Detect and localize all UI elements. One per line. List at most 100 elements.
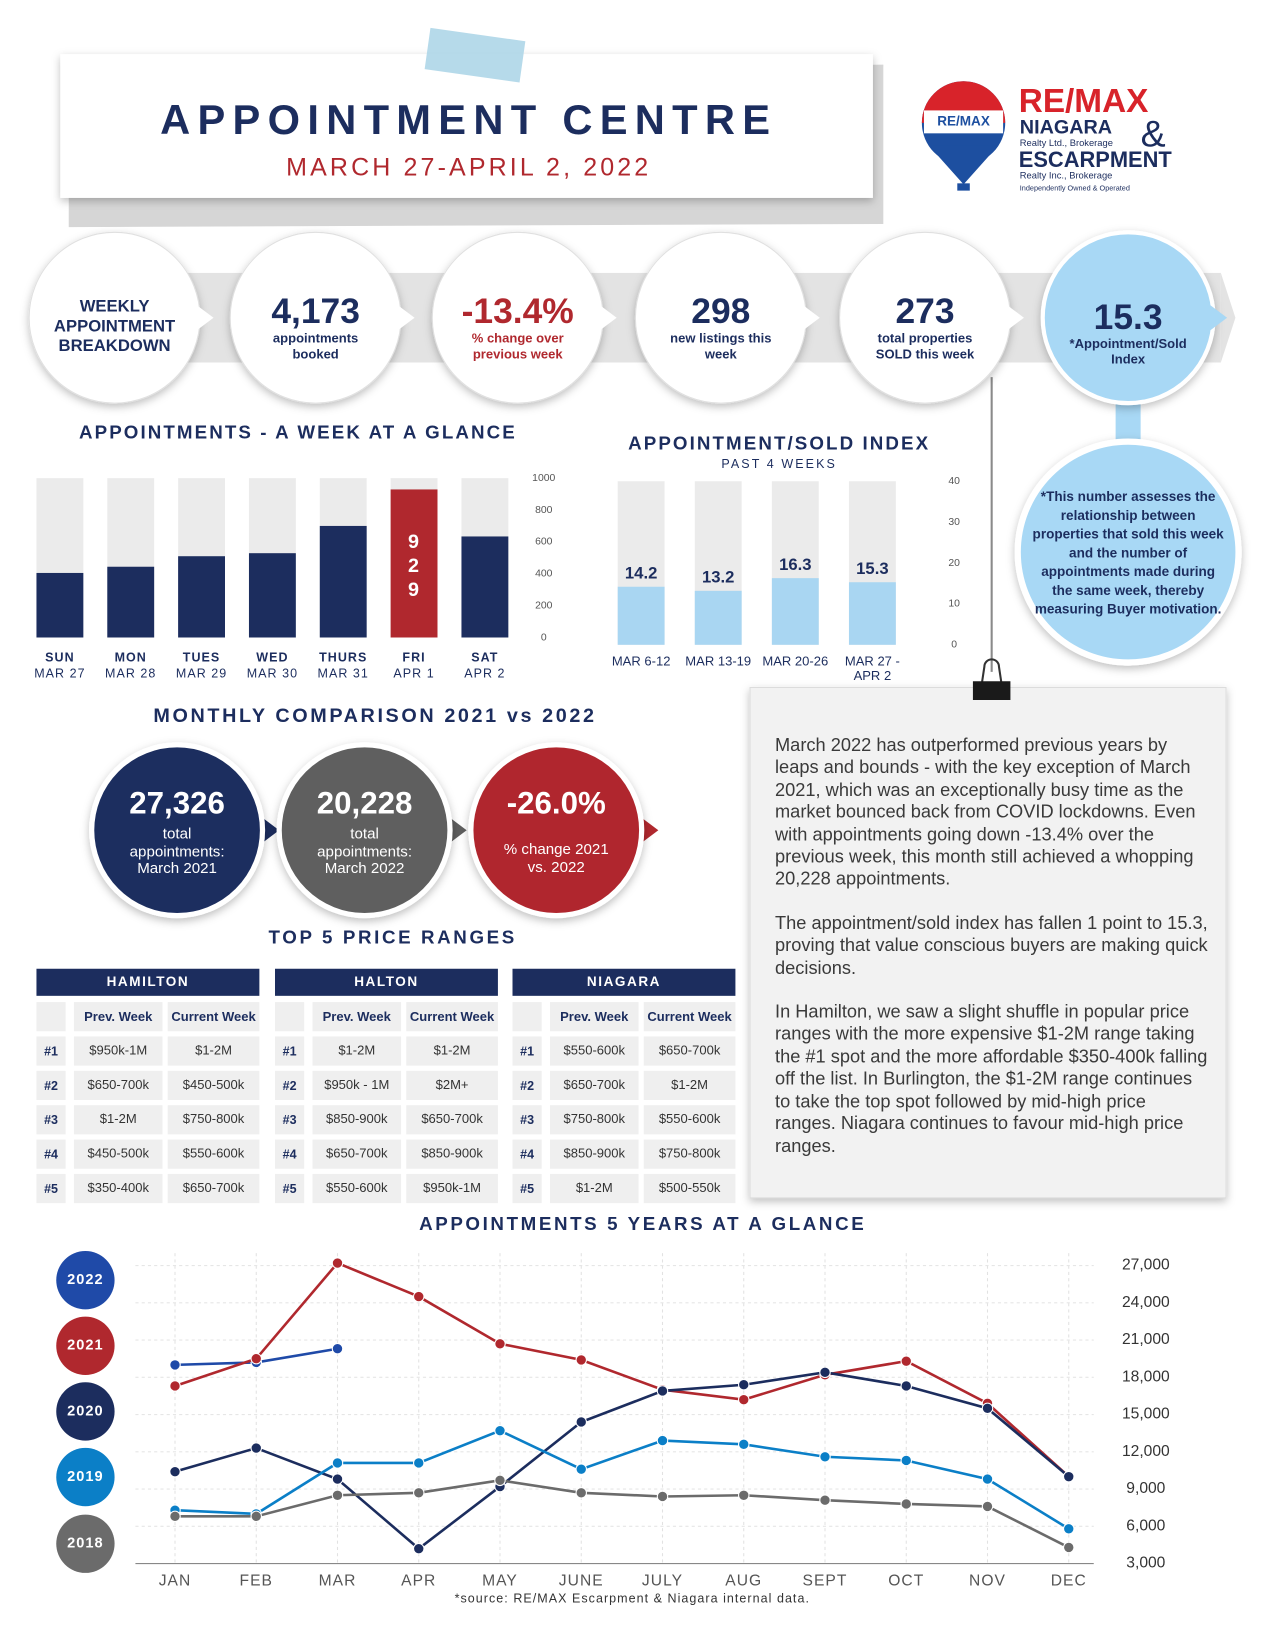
legend-marker [56, 1447, 115, 1507]
y-tick-label: 15,000 [1122, 1406, 1170, 1423]
balloon-bottom [929, 145, 998, 185]
stat-caption: appointments booked [272, 331, 359, 362]
rank-label: #4 [283, 1148, 297, 1162]
legend-label: 2020 [67, 1403, 104, 1419]
y-tick-label: 800 [535, 505, 553, 516]
table-cell [73, 1002, 163, 1032]
table-cell [406, 1139, 498, 1169]
stat-arrow [397, 305, 415, 331]
price-range: $550-600k [326, 1180, 388, 1195]
legend-marker [56, 1316, 115, 1376]
table-cell [643, 1002, 736, 1032]
x-tick-label: MAR 27 - APR 2 [844, 654, 900, 684]
table-cell [406, 1105, 498, 1135]
data-point [494, 1338, 506, 1350]
price-range: $750-800k [564, 1111, 626, 1126]
data-point [1063, 1470, 1075, 1483]
column-header: Current Week [171, 1009, 256, 1024]
table-cell [406, 1173, 498, 1204]
comparison-value: 20,228 [317, 785, 413, 820]
data-point [738, 1379, 750, 1391]
rank-label: #4 [44, 1148, 58, 1162]
y-tick-label: 600 [535, 537, 553, 548]
y-tick-label: 0 [951, 640, 957, 651]
price-range: $650-700k [421, 1111, 483, 1126]
data-point [656, 1434, 669, 1447]
y-tick-label: 9,000 [1126, 1480, 1165, 1497]
table-title: NIAGARA [587, 974, 661, 989]
subtitle: MARCH 27-APRIL 2, 2022 [286, 153, 651, 181]
data-point [331, 1343, 344, 1355]
table-cell [73, 1105, 163, 1135]
x-tick-label: JULY [642, 1572, 683, 1589]
x-tick-label: FEB [240, 1572, 273, 1589]
x-tick-date: APR 2 [464, 666, 505, 680]
legend-label: 2018 [67, 1536, 104, 1552]
x-tick-label: MAR 20-26 [762, 654, 829, 669]
price-range: $650-700k [87, 1077, 149, 1092]
price-range: $650-700k [564, 1077, 626, 1092]
table-cell [275, 1070, 305, 1101]
price-range: $750-800k [659, 1146, 721, 1161]
x-tick-label: JUNE [559, 1572, 604, 1589]
data-point [819, 1366, 831, 1379]
table-cell [512, 1105, 542, 1135]
series-line [175, 1479, 1070, 1549]
table-header [275, 968, 498, 996]
x-tick-label: MAR 6-12 [611, 654, 671, 669]
y-tick-label: 18,000 [1122, 1368, 1170, 1385]
table-cell [550, 1105, 639, 1135]
value-label: 15.3 [856, 559, 888, 578]
table-cell [512, 1139, 542, 1169]
stat-label: WEEKLY APPOINTMENT BREAKDOWN [53, 297, 176, 356]
table-cell [312, 1070, 402, 1101]
source-note: *source: RE/MAX Escarpment & Niagara int… [455, 1591, 810, 1605]
price-range: $550-600k [183, 1146, 245, 1161]
legend-label: 2019 [67, 1469, 104, 1485]
comparison-caption: total appointments: March 2021 [129, 826, 225, 878]
table-cell [275, 1036, 305, 1066]
table-cell [312, 1173, 402, 1204]
commentary-paragraph: March 2022 has outperformed previous yea… [775, 734, 1196, 889]
data-point [413, 1542, 425, 1555]
section-title: TOP 5 PRICE RANGES [269, 926, 517, 947]
rank-label: #3 [520, 1113, 534, 1127]
price-range: $550-600k [659, 1111, 721, 1126]
data-point [169, 1359, 181, 1371]
bar [107, 566, 155, 638]
data-point [169, 1510, 181, 1523]
table-cell [167, 1173, 260, 1204]
table-cell [167, 1105, 260, 1135]
binder-clip-handle [980, 658, 1004, 688]
rank-label: #3 [283, 1113, 297, 1127]
stat-value: 15.3 [1094, 297, 1163, 337]
series-line [174, 1261, 1070, 1478]
legend-label: 2022 [67, 1272, 104, 1288]
stat-caption: new listings this week [670, 331, 772, 362]
data-point [1063, 1541, 1075, 1554]
stat-caption: *Appointment/Sold Index [1069, 336, 1187, 367]
price-range: $850-900k [326, 1111, 388, 1126]
table-cell [36, 1036, 66, 1066]
price-range: $650-700k [183, 1180, 245, 1195]
title: APPOINTMENT CENTRE [160, 96, 777, 143]
data-point [738, 1489, 750, 1501]
data-point [494, 1474, 506, 1487]
y-tick-label: 21,000 [1122, 1331, 1170, 1348]
table-cell [512, 1173, 542, 1204]
table-cell [550, 1139, 639, 1169]
price-range: $650-700k [326, 1146, 388, 1161]
rank-label: #2 [283, 1079, 297, 1093]
table-cell [643, 1036, 736, 1066]
data-point [575, 1487, 587, 1499]
table-cell [275, 1105, 305, 1135]
comparison-circle [468, 742, 645, 919]
stat-value: -13.4% [462, 291, 574, 331]
column-header: Prev. Week [560, 1009, 629, 1024]
value-label: 929 [402, 531, 425, 603]
data-point [331, 1489, 344, 1501]
data-point [981, 1402, 994, 1415]
table-cell [73, 1070, 163, 1101]
x-tick-date: MAR 29 [176, 666, 227, 680]
data-point [413, 1487, 425, 1499]
